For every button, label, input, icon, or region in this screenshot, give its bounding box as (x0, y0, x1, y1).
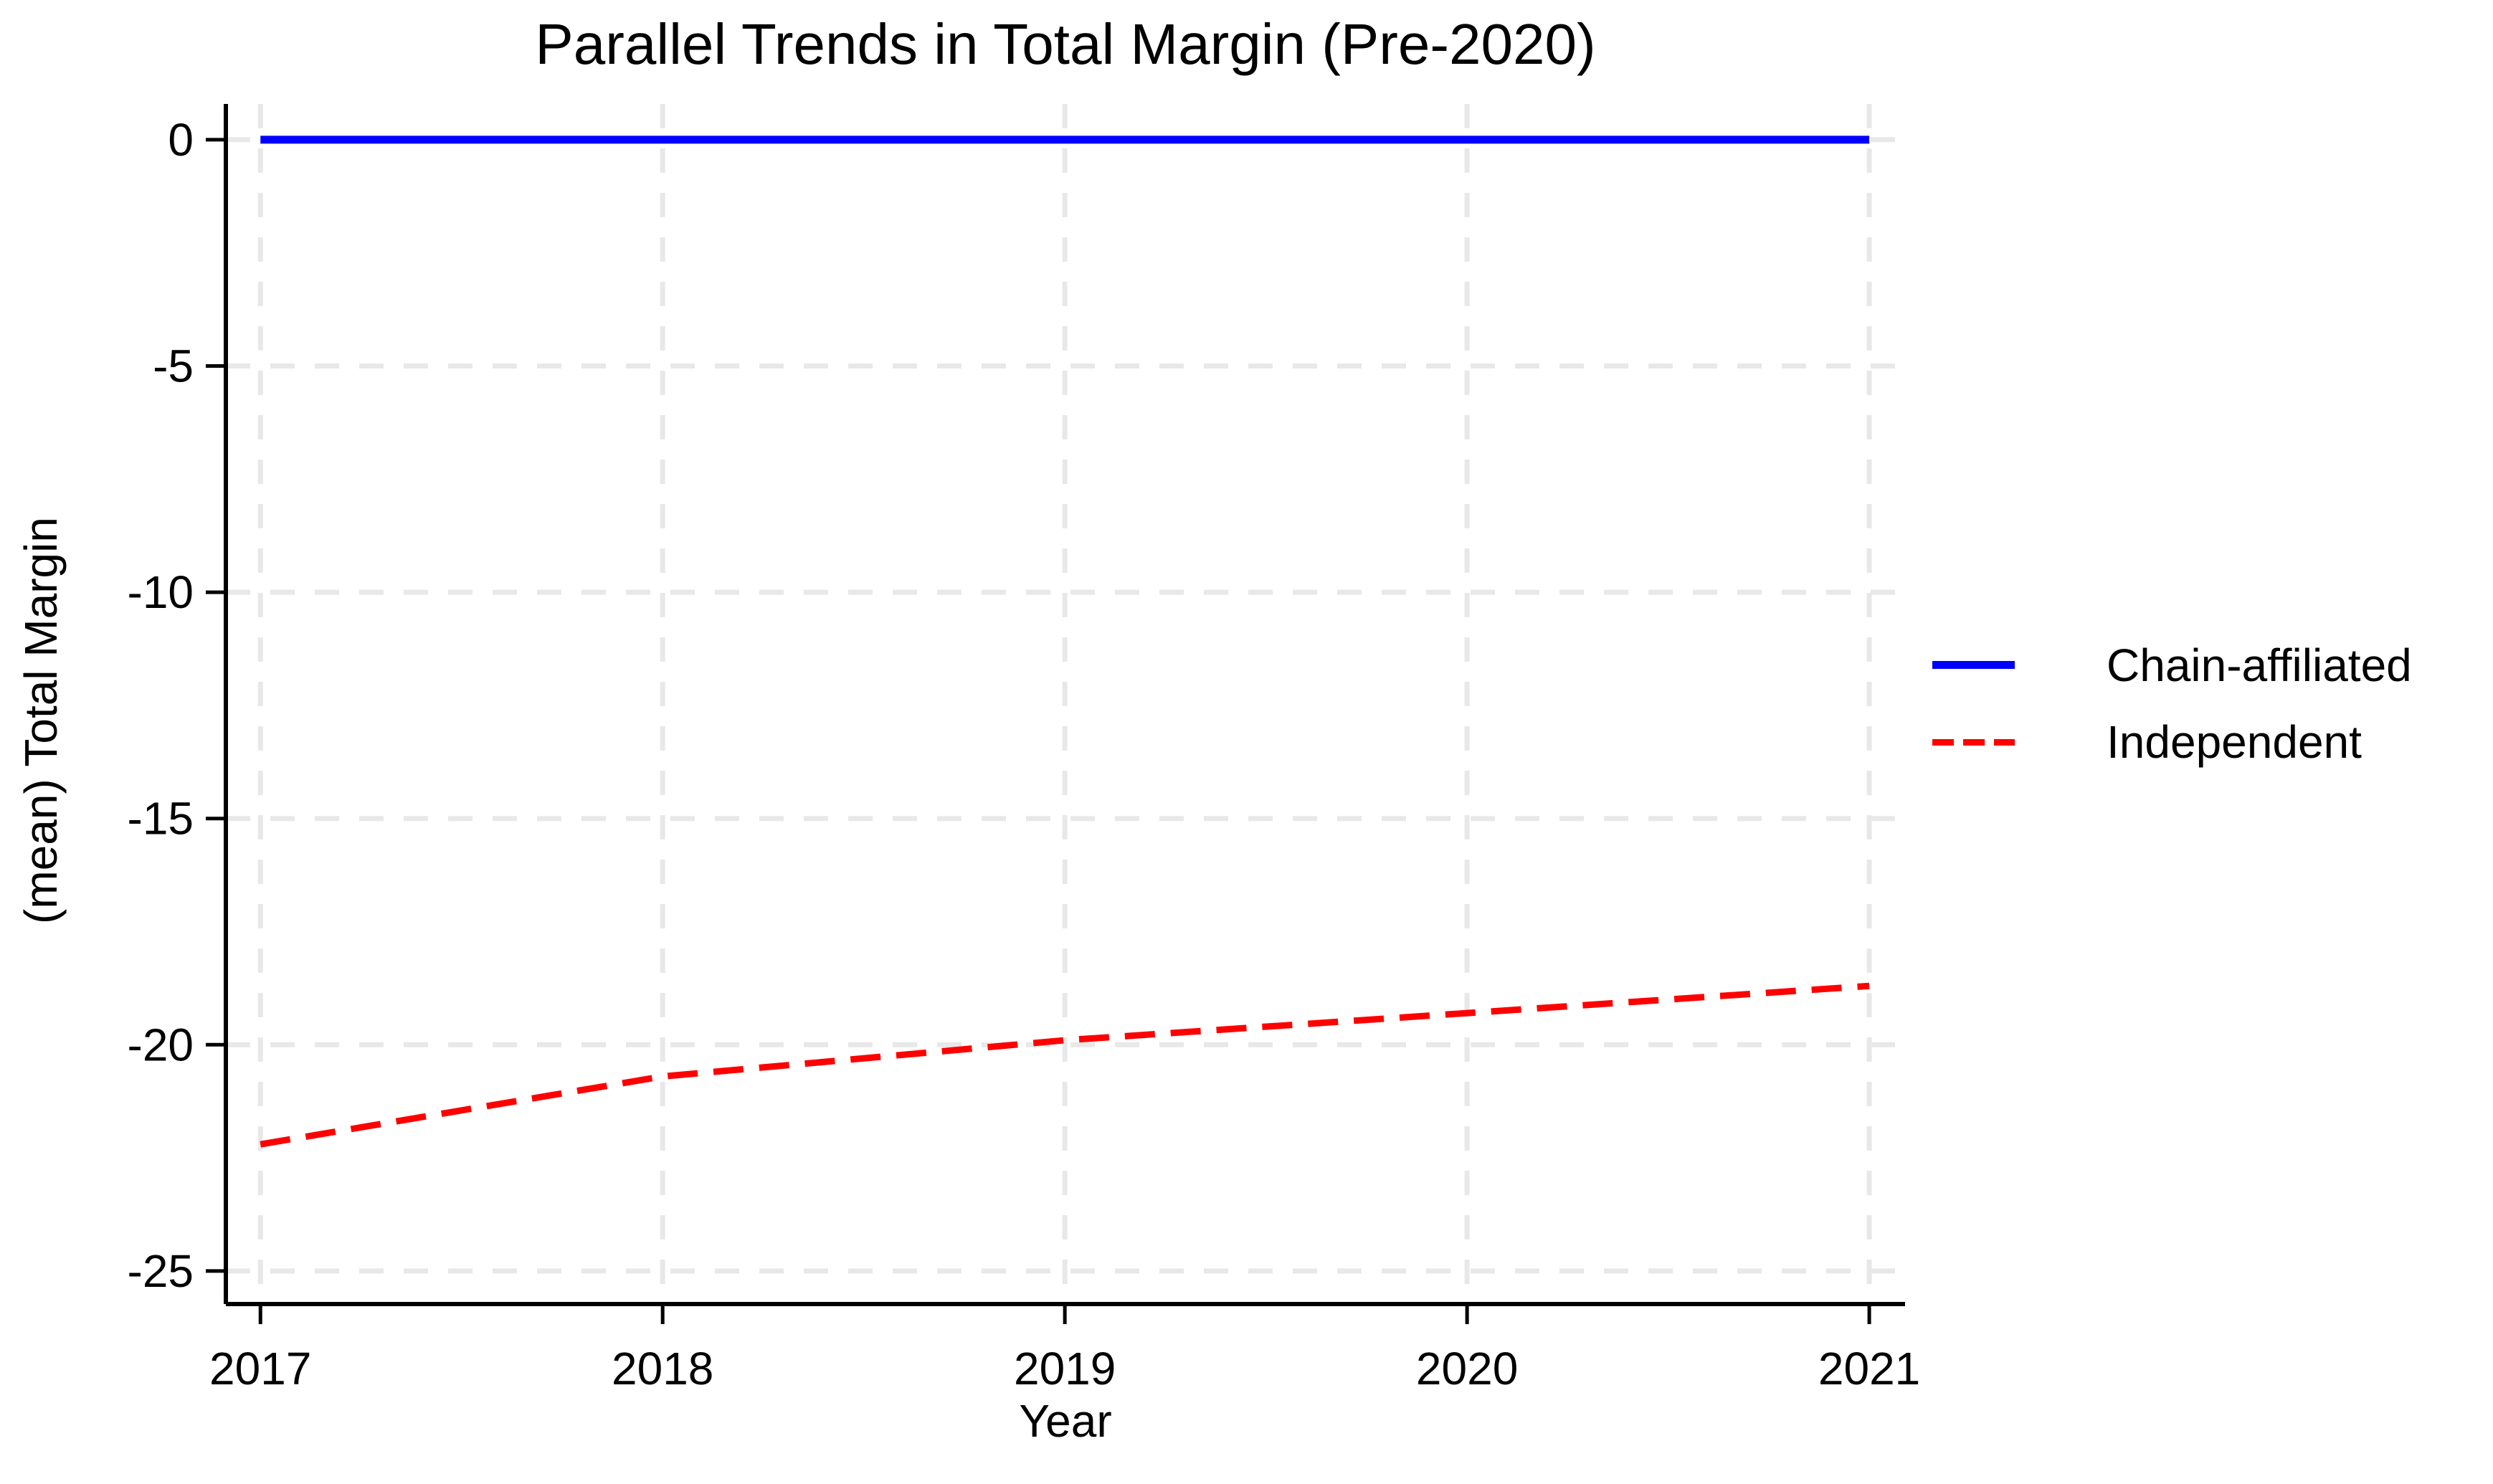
x-tick-label: 2017 (209, 1343, 311, 1394)
x-tick-label: 2018 (612, 1343, 713, 1394)
x-tick-label: 2021 (1818, 1343, 1920, 1394)
chart-title: Parallel Trends in Total Margin (Pre-202… (535, 12, 1596, 76)
x-tick-label: 2019 (1014, 1343, 1116, 1394)
y-tick-label: -20 (128, 1019, 194, 1070)
y-tick-label: -15 (128, 793, 194, 845)
x-axis-title: Year (1019, 1395, 1112, 1447)
series-line-independent (260, 982, 1870, 1148)
x-tick-label: 2020 (1416, 1343, 1518, 1394)
y-tick-label: -25 (128, 1245, 194, 1297)
y-tick-label: -10 (128, 566, 194, 618)
y-tick-label: -5 (153, 340, 194, 391)
y-tick-label: 0 (168, 114, 194, 166)
y-axis-title: (mean) Total Margin (15, 517, 67, 924)
